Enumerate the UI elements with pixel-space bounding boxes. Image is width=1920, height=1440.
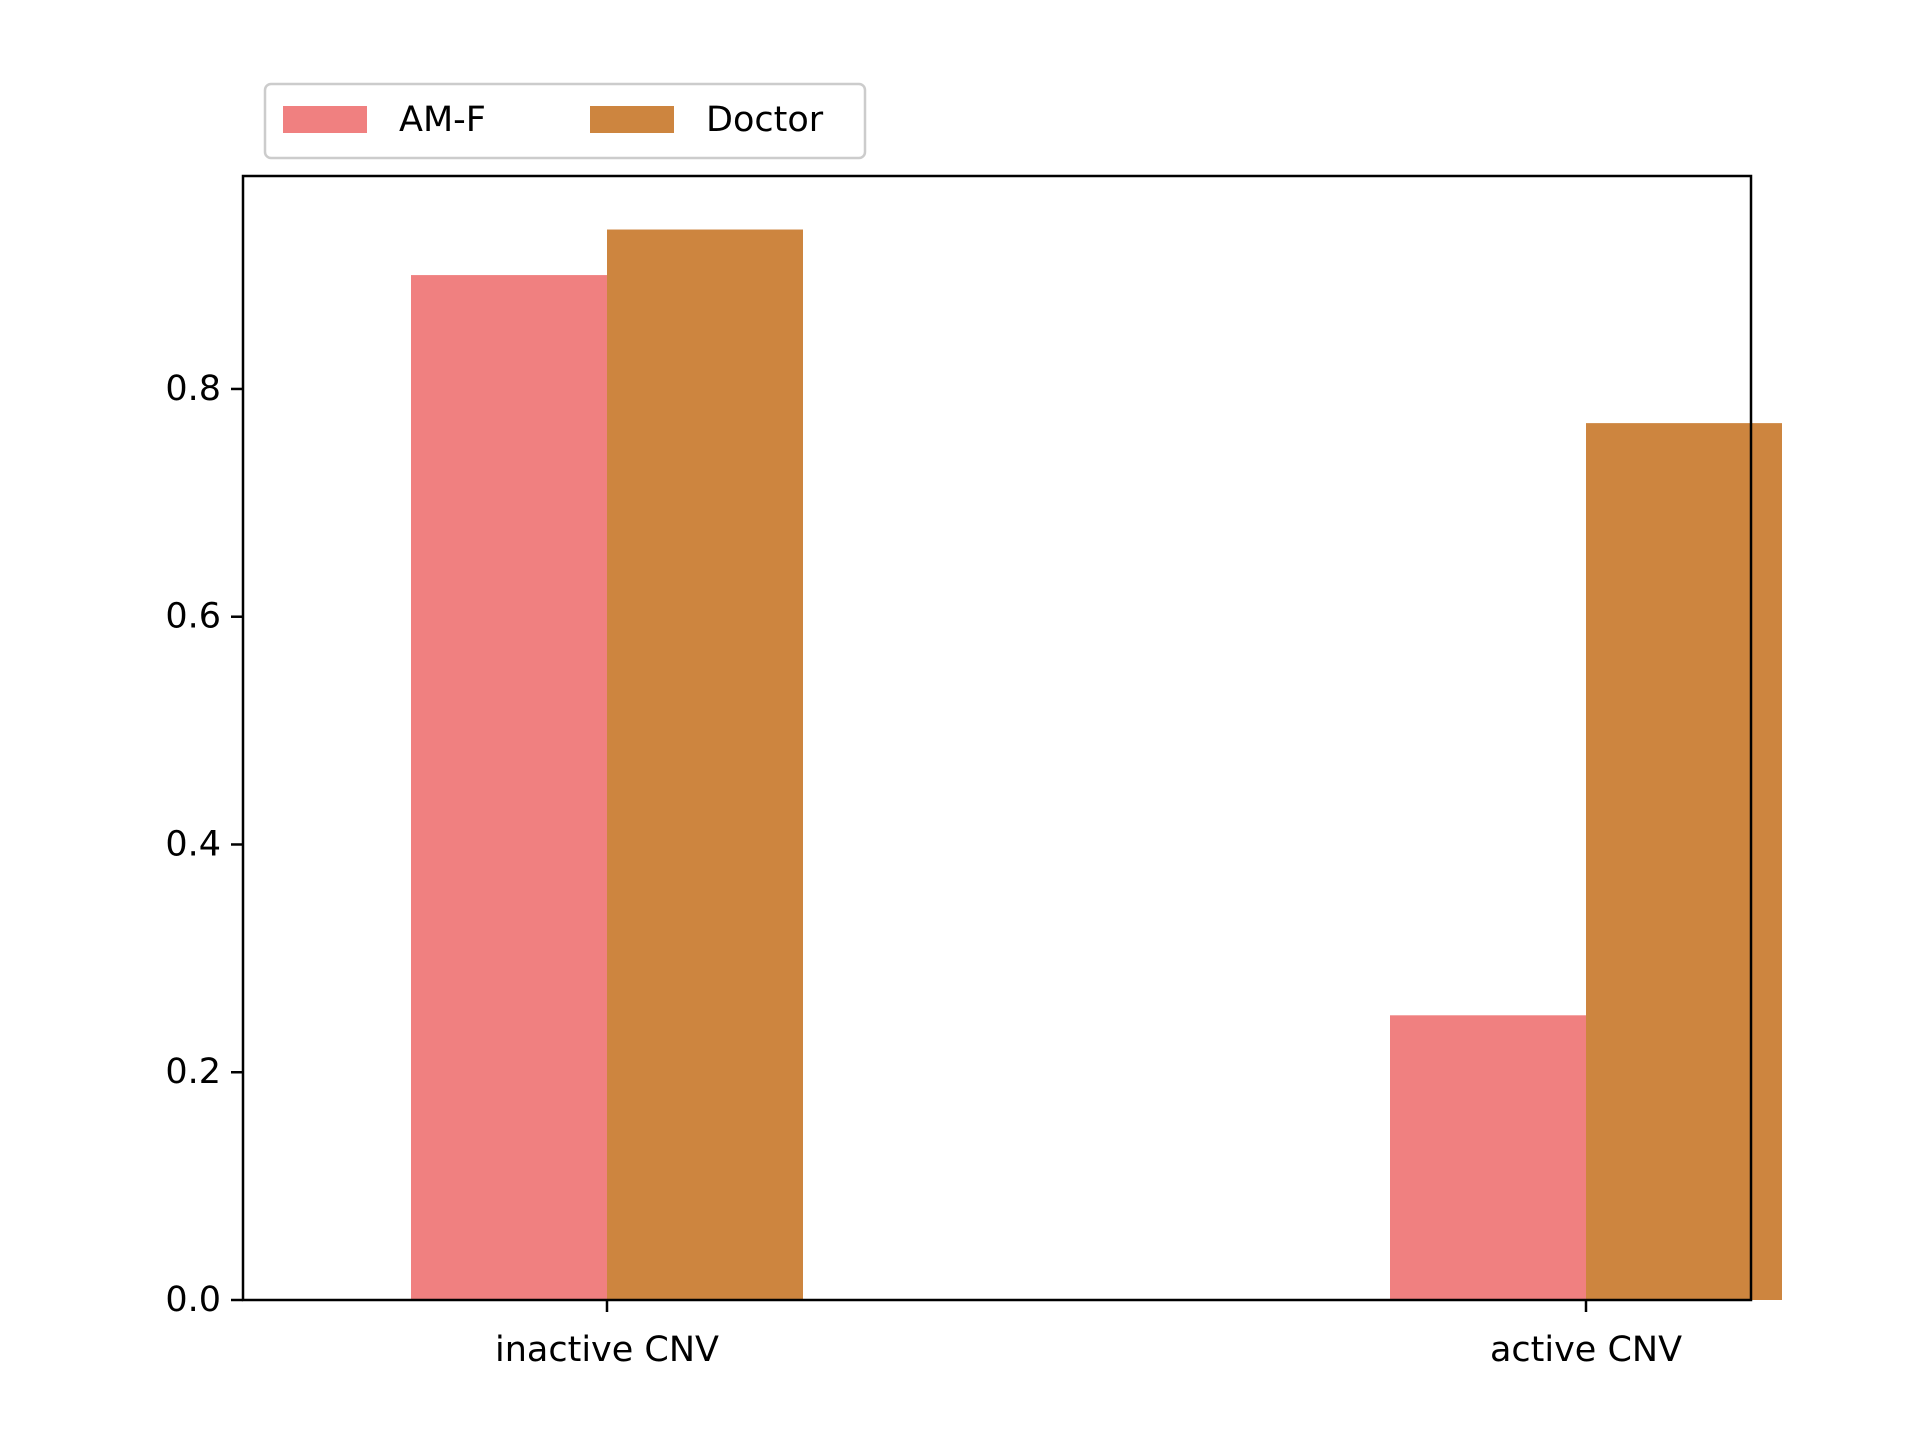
x-axis: inactive CNV active CNV (495, 1300, 1682, 1370)
bar-doctor-inactive-cnv (607, 229, 803, 1300)
y-tick-label: 0.6 (165, 597, 221, 637)
y-tick-label: 0.2 (165, 1052, 221, 1092)
legend: AM-F Doctor (263, 82, 867, 160)
x-tick-label: active CNV (1490, 1330, 1682, 1370)
legend-swatch-doctor (590, 106, 674, 133)
x-tick-label: inactive CNV (495, 1330, 719, 1370)
bar-doctor-active-cnv (1586, 423, 1782, 1300)
y-tick-label: 0.4 (165, 824, 221, 864)
legend-box (263, 82, 867, 160)
bar-am-f-active-cnv (1390, 1015, 1586, 1300)
legend-label-am-f: AM-F (399, 100, 486, 140)
y-tick-label: 0.8 (165, 369, 221, 409)
y-axis: 0.0 0.2 0.4 0.6 0.8 (165, 369, 243, 1320)
legend-label-doctor: Doctor (706, 100, 824, 140)
plot-frame (241, 174, 1753, 1302)
y-tick-label: 0.0 (165, 1280, 221, 1320)
legend-swatch-am-f (283, 106, 367, 133)
bar-am-f-inactive-cnv (411, 275, 607, 1301)
bars-group (411, 229, 1782, 1301)
